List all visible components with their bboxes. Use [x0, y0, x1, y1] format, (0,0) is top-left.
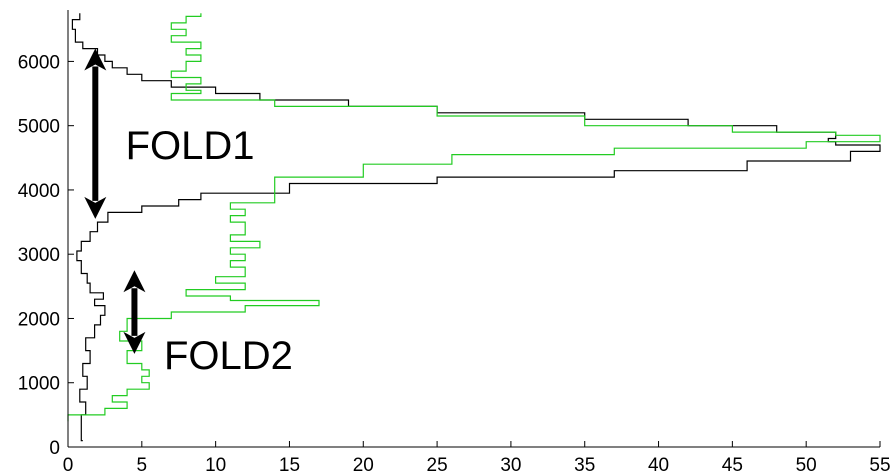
double-arrow-1-head-down: [84, 196, 107, 219]
fold1-annotation: FOLD1: [126, 124, 255, 168]
x-tick-label: 20: [353, 455, 374, 475]
x-tick-label: 55: [869, 455, 890, 475]
series-layer: [67, 13, 881, 442]
x-tick-label: 10: [205, 455, 226, 475]
x-tick-label: 25: [427, 455, 448, 475]
x-tick-label: 40: [648, 455, 669, 475]
double-arrow-2-head-up: [123, 270, 146, 293]
axes: 0 5 10 15 20 25 30 35 40 45 50 55 0 1000 2000 3000 4000…: [18, 10, 891, 475]
series-2-line: [67, 13, 881, 422]
double-arrow-1-head-up: [84, 48, 107, 71]
y-tick-label: 1000: [18, 374, 60, 395]
y-tick-label: 5000: [18, 117, 60, 138]
double-arrow-2-head-down: [123, 331, 146, 354]
y-tick-label: 6000: [18, 52, 60, 73]
series-1-line: [71, 13, 881, 442]
plot-area: FOLD1 FOLD2: [67, 13, 881, 442]
x-tick-label: 15: [279, 455, 300, 475]
y-ticks: 0 1000 2000 3000 4000 5000 6000: [18, 52, 74, 459]
x-tick-label: 50: [796, 455, 817, 475]
y-tick-label: 3000: [18, 245, 60, 266]
x-tick-label: 35: [574, 455, 595, 475]
arrow-layer: [84, 48, 146, 354]
x-tick-label: 30: [500, 455, 521, 475]
y-tick-label: 0: [49, 438, 60, 459]
y-tick-label: 4000: [18, 181, 60, 202]
x-tick-label: 0: [63, 455, 74, 475]
fold2-annotation: FOLD2: [164, 334, 293, 378]
annotation-layer: FOLD1 FOLD2: [126, 124, 293, 378]
x-ticks: 0 5 10 15 20 25 30 35 40 45 50 55: [63, 441, 891, 475]
y-tick-label: 2000: [18, 309, 60, 330]
x-tick-label: 5: [137, 455, 148, 475]
x-tick-label: 45: [722, 455, 743, 475]
